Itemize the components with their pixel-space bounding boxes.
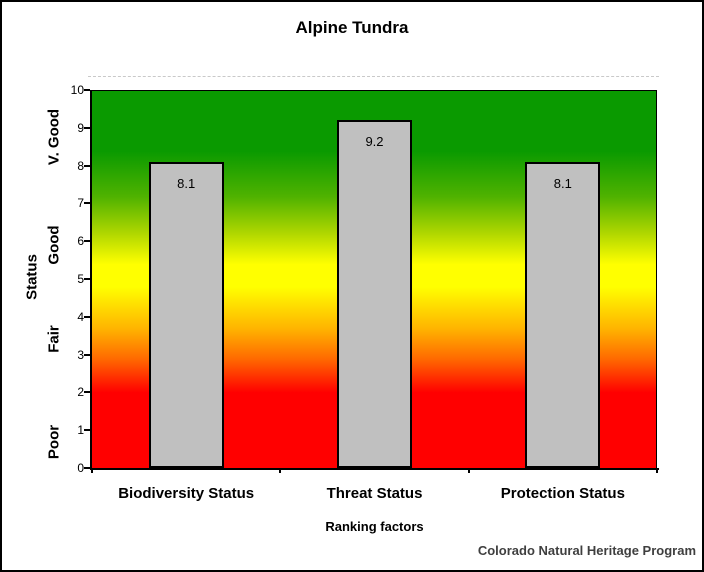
x-axis-title: Ranking factors (325, 519, 424, 534)
y-tick-label: 4 (77, 309, 84, 324)
y-tick-mark (84, 240, 90, 243)
y-tick-label: 9 (77, 120, 84, 135)
y-tick-label: 2 (77, 385, 84, 400)
y-tick-mark (84, 353, 90, 356)
bar: 8.1 (525, 161, 601, 468)
footer-credit: Colorado Natural Heritage Program (477, 543, 696, 558)
y-tick-mark (84, 391, 90, 394)
y-tick-mark (84, 202, 90, 205)
x-tick-mark (467, 468, 470, 473)
y-tick-label: 0 (77, 461, 84, 475)
bars-layer: 8.1 9.2 8.1 (92, 90, 657, 468)
y-tick-mark (84, 429, 90, 432)
y-tick-label: 7 (77, 196, 84, 211)
y-tick-label: 1 (77, 423, 84, 438)
category-label: Protection Status (500, 485, 625, 502)
zone-label: Poor (45, 424, 63, 459)
y-axis-line (90, 90, 92, 470)
y-axis-title: Status (23, 254, 41, 300)
bar-value-label: 9.2 (365, 134, 384, 150)
top-dashed-line (88, 76, 659, 77)
y-tick-label: 10 (70, 83, 84, 97)
y-tick-mark (84, 164, 90, 167)
y-tick-mark (84, 89, 90, 91)
x-tick-mark (279, 468, 282, 473)
bar-value-label: 8.1 (177, 175, 196, 191)
zone-label: Fair (45, 325, 63, 354)
bar: 8.1 (148, 161, 224, 468)
x-tick-mark (656, 468, 658, 473)
y-tick-label: 3 (77, 347, 84, 362)
y-tick-mark (84, 467, 90, 469)
y-tick-mark (84, 126, 90, 129)
y-tick-label: 5 (77, 272, 84, 286)
zone-label: V. Good (45, 109, 63, 166)
category-label: Biodiversity Status (118, 485, 255, 502)
chart-title: Alpine Tundra (295, 18, 409, 37)
y-tick-mark (84, 278, 90, 280)
y-tick-mark (84, 315, 90, 318)
y-tick-label: 6 (77, 234, 84, 249)
x-axis-line (90, 468, 659, 470)
bar-value-label: 8.1 (553, 175, 572, 191)
x-tick-mark (91, 468, 93, 473)
y-tick-label: 8 (77, 158, 84, 173)
bar: 9.2 (337, 120, 412, 468)
category-label: Threat Status (326, 485, 423, 502)
zone-label: Good (45, 225, 63, 265)
